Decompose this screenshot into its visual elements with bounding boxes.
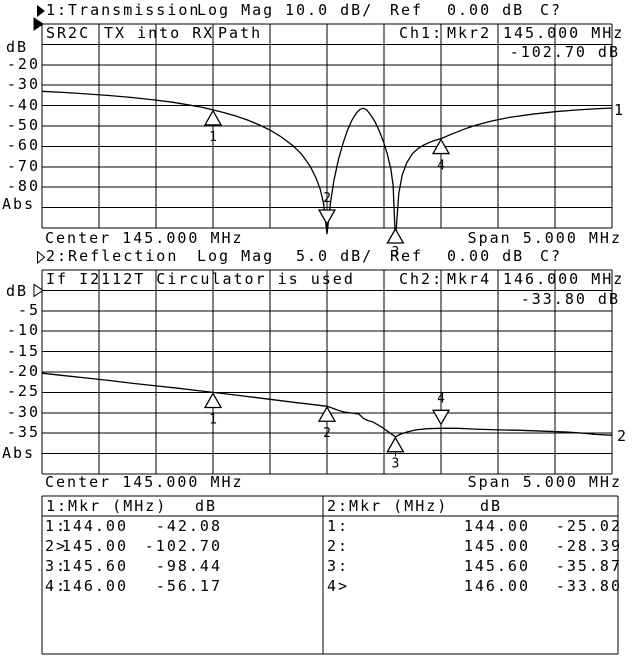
ch1-tick: -80 <box>6 177 40 195</box>
marker-3-icon <box>386 436 405 453</box>
channel2-indicator-icon <box>37 251 46 264</box>
table2-row-freq: 146.00 <box>463 577 530 595</box>
ch1-tick: -50 <box>6 116 40 134</box>
table1-header-db: dB <box>195 497 218 515</box>
ch2-marker-freq: 146.000 MHz <box>503 270 625 288</box>
marker-1-icon <box>203 392 223 409</box>
ch1-marker-value: -102.70 dB <box>509 43 620 61</box>
ch1-annotation-cell3: Path <box>218 24 263 42</box>
ch1-title: 1:Transmission <box>46 1 201 19</box>
table2-row-freq: 145.60 <box>463 557 530 575</box>
marker-3-icon <box>386 227 405 244</box>
trace-ch1 <box>41 90 613 241</box>
ch1-annotation-cell1: SR2C <box>46 24 91 42</box>
ch1-ref-label: Ref <box>390 1 424 19</box>
table2-row-marker: 3: <box>327 557 350 575</box>
marker-number-label: 4 <box>437 391 445 406</box>
table1-row-freq: 146.00 <box>61 577 128 595</box>
ch2-marker-value: -33.80 dB <box>520 290 620 308</box>
ch2-marker-label: Mkr4 <box>447 270 492 288</box>
trace-ch2 <box>41 372 613 438</box>
ch1-cal-status: C? <box>540 1 563 19</box>
ch2-tick: -35 <box>6 423 40 441</box>
table2-row-db: -35.87 <box>555 557 622 575</box>
table1-row-freq: 145.60 <box>61 557 128 575</box>
marker-number-label: 3 <box>391 245 399 260</box>
ch2-tick: -5 <box>17 301 40 319</box>
ch2-abs-label: Abs <box>2 444 36 462</box>
channel1-active-indicator-icon <box>37 5 45 17</box>
ch2-tick: -25 <box>6 382 40 400</box>
table1-row-freq: 144.00 <box>61 517 128 535</box>
ch2-tick: -30 <box>6 403 40 421</box>
marker-number-label: 4 <box>437 159 445 174</box>
ch2-tick: -20 <box>6 362 40 380</box>
table2-header-db: dB <box>480 497 503 515</box>
table2-row-marker: 4> <box>327 577 350 595</box>
marker-4-icon <box>431 409 451 426</box>
ch1-tick: -60 <box>6 136 40 154</box>
table2-row-marker: 1: <box>327 517 350 535</box>
ch2-tick: -15 <box>6 342 40 360</box>
marker-2-icon <box>317 209 337 226</box>
ch2-cal-status: C? <box>540 247 563 265</box>
ch1-tick: -20 <box>6 55 40 73</box>
ch1-tick: -70 <box>6 157 40 175</box>
ref-level-indicator-icon <box>33 17 44 31</box>
marker-number-label: 2 <box>323 426 331 441</box>
ch1-annotation-cell2: TX into RX <box>104 24 215 42</box>
table2-row-db: -33.80 <box>555 577 622 595</box>
table2-row-db: -28.39 <box>555 537 622 555</box>
ch2-trace-number: 2 <box>617 427 629 445</box>
ch2-span: Span 5.000 MHz <box>467 473 622 491</box>
ch1-trace-number: 1 <box>614 101 626 119</box>
marker-2-icon <box>317 405 337 422</box>
ch1-y-unit: dB <box>6 38 29 56</box>
ch1-tick: -30 <box>6 75 40 93</box>
marker-number-label: 1 <box>209 130 217 145</box>
marker-number-label: 3 <box>391 457 399 472</box>
table1-row-marker: 3: <box>45 557 68 575</box>
marker-1-icon <box>203 109 223 126</box>
ch1-marker-ch-label: Ch1: <box>399 24 444 42</box>
table2-row-marker: 2: <box>327 537 350 555</box>
ch1-format: Log Mag <box>197 1 275 19</box>
ch2-format: Log Mag <box>197 247 275 265</box>
ch2-title: 2:Reflection <box>46 247 179 265</box>
ch1-span: Span 5.000 MHz <box>467 229 622 247</box>
table2-row-db: -25.02 <box>555 517 622 535</box>
ch2-marker-ch-label: Ch2: <box>399 270 444 288</box>
table2-row-freq: 144.00 <box>463 517 530 535</box>
marker-number-label: 1 <box>209 412 217 427</box>
table1-row-marker: 1: <box>45 517 68 535</box>
marker-number-label: 2 <box>323 191 331 206</box>
ch1-marker-label: Mkr2 <box>447 24 492 42</box>
ch2-annotation-note: If I2112T Circulator is used <box>46 270 355 288</box>
ref-level-indicator-icon <box>33 283 44 298</box>
table1-row-marker: 4: <box>45 577 68 595</box>
ch2-y-unit: dB <box>6 282 29 300</box>
ch1-tick: -40 <box>6 96 40 114</box>
ch1-ref-value: 0.00 dB <box>447 1 525 19</box>
table2-header-mkr: 2:Mkr (MHz) <box>327 497 449 515</box>
ch2-ref-label: Ref <box>390 247 424 265</box>
ch1-marker-freq: 145.000 MHz <box>503 24 625 42</box>
table1-row-db: -42.08 <box>155 517 222 535</box>
ch2-center-freq: Center 145.000 MHz <box>45 473 244 491</box>
ch1-scale: 10.0 dB/ <box>285 1 374 19</box>
table2-row-freq: 145.00 <box>463 537 530 555</box>
table1-header-mkr: 1:Mkr (MHz) <box>46 497 168 515</box>
table1-row-marker: 2> <box>45 537 68 555</box>
table1-row-freq: 145.00 <box>61 537 128 555</box>
ch2-ref-value: 0.00 dB <box>447 247 525 265</box>
table1-row-db: -102.70 <box>144 537 222 555</box>
ch1-center-freq: Center 145.000 MHz <box>45 229 244 247</box>
ch2-tick: -10 <box>6 321 40 339</box>
ch1-abs-label: Abs <box>2 195 36 213</box>
table1-row-db: -56.17 <box>155 577 222 595</box>
ch2-scale: 5.0 dB/ <box>296 247 374 265</box>
table1-row-db: -98.44 <box>155 557 222 575</box>
